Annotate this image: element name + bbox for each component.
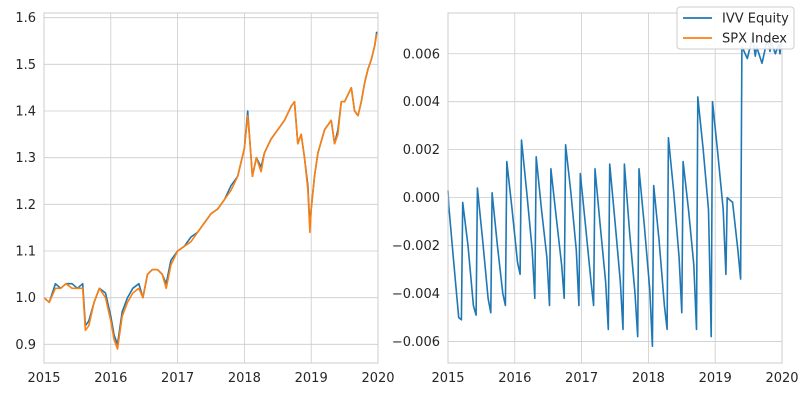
right-y-tick-label-0-006: 0.006 [403, 47, 440, 62]
right-y-tick-label-0-006: −0.006 [392, 335, 440, 350]
right-y-tick-label-0-002: 0.002 [403, 143, 440, 158]
right-y-tick-label-0-004: −0.004 [392, 287, 440, 302]
legend-label-ivv-equity: IVV Equity [722, 12, 789, 27]
right-series-line-series-0 [447, 36, 783, 348]
right-chart-panel: 2015 2016 2017 2018 2019 2020 −0.006 −0.004 −0.0… [392, 12, 799, 386]
left-x-tick-label-2016: 2016 [94, 371, 127, 386]
left-chart-frame [43, 12, 379, 364]
left-plot-frame [43, 12, 379, 364]
left-x-tick-label-2019: 2019 [295, 371, 328, 386]
legend-label-spx-index: SPX Index [722, 32, 787, 47]
left-y-tick-label-0-9: 0.9 [15, 338, 36, 353]
right-x-tick-label-2017: 2017 [565, 371, 598, 386]
left-y-tick-label-1-3: 1.3 [15, 151, 36, 166]
right-x-tick-label-2016: 2016 [498, 371, 531, 386]
left-chart-grid [43, 13, 379, 363]
left-y-tick-label-1-6: 1.6 [15, 11, 36, 26]
right-x-tick-label-2018: 2018 [632, 371, 665, 386]
legend: IVV Equity SPX Index [676, 6, 795, 50]
left-y-tick-label-1-4: 1.4 [15, 105, 36, 120]
right-plot-frame [447, 12, 783, 364]
right-y-tick-label-0-004: 0.004 [403, 95, 440, 110]
left-y-tick-label-1-0: 1.0 [15, 291, 36, 306]
right-y-tick-label-0-002: −0.002 [392, 239, 440, 254]
left-x-tick-label-2017: 2017 [161, 371, 194, 386]
left-x-tick-label-2015: 2015 [27, 371, 60, 386]
left-chart-ticks: 2015 2016 2017 2018 2019 2020 0.9 1.0 1.1 1.2 1.3 1… [15, 11, 394, 386]
right-chart-plot [447, 36, 783, 348]
left-x-tick-label-2020: 2020 [361, 371, 394, 386]
left-chart-panel: 2015 2016 2017 2018 2019 2020 0.9 1.0 1.1 1.2 1.3 1… [15, 11, 394, 386]
left-x-tick-label-2018: 2018 [228, 371, 261, 386]
left-series-line-spx-index [43, 33, 378, 350]
left-y-tick-label-1-1: 1.1 [15, 245, 36, 260]
right-chart-frame [447, 12, 783, 364]
left-y-tick-label-1-5: 1.5 [15, 58, 36, 73]
right-x-tick-label-2020: 2020 [765, 371, 798, 386]
left-chart-plot [43, 31, 378, 350]
right-chart-ticks: 2015 2016 2017 2018 2019 2020 −0.006 −0.004 −0.0… [392, 47, 799, 386]
right-x-tick-label-2015: 2015 [431, 371, 464, 386]
right-y-tick-label-0-000: 0.000 [403, 191, 440, 206]
left-y-tick-label-1-2: 1.2 [15, 198, 36, 213]
right-x-tick-label-2019: 2019 [699, 371, 732, 386]
